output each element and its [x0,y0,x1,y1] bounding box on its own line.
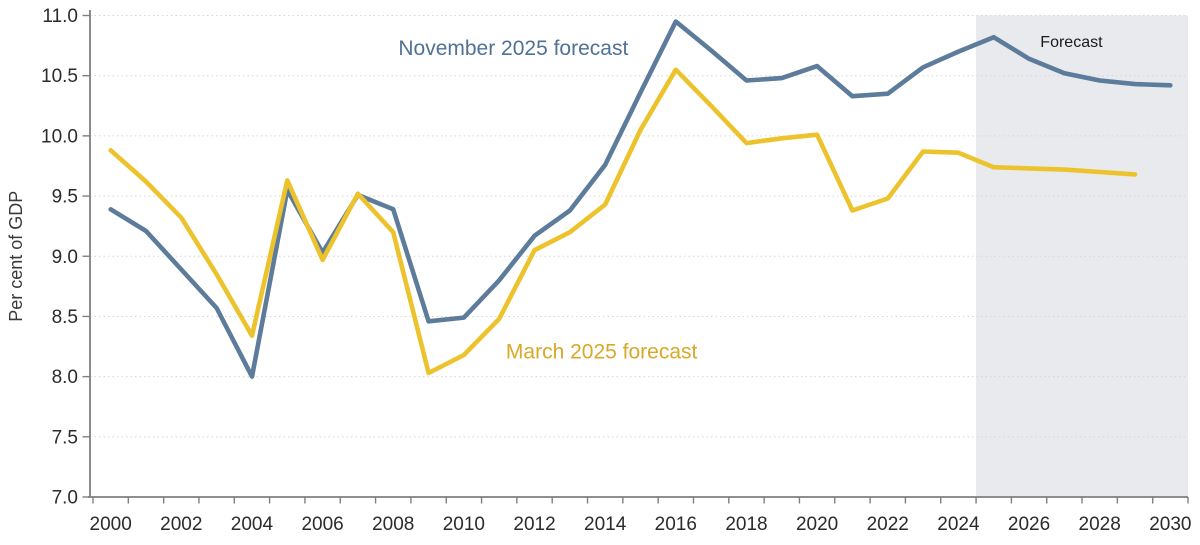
y-axis: 7.0 7.5 8.0 8.5 9.0 9.5 10.0 10.5 11.0 Per cent o… [6,6,90,509]
x-tick-label: 2014 [584,514,627,535]
y-tick-label: 7.5 [52,427,78,448]
y-tick-label: 7.0 [52,488,78,509]
y-tick-label: 9.5 [52,187,78,208]
x-tick-label: 2004 [231,514,274,535]
gridlines [90,15,1188,438]
x-tick-label: 2026 [1008,514,1050,535]
x-tick-label: 2030 [1149,514,1191,535]
x-tick-label: 2008 [372,514,414,535]
x-tick-label: 2018 [725,514,767,535]
x-tick-label: 2002 [160,514,202,535]
x-tick-label: 2022 [867,514,909,535]
x-tick-label: 2000 [90,514,132,535]
forecast-region-label: Forecast [1040,34,1103,51]
y-tick-label: 8.5 [52,307,78,328]
x-tick-label: 2028 [1079,514,1121,535]
x-tick-label: 2010 [443,514,485,535]
y-tick-label: 10.0 [41,126,78,147]
y-tick-label: 11.0 [42,6,78,27]
axes [88,10,1188,498]
x-tick-label: 2020 [796,514,838,535]
series-line-march-2025-forecast [108,67,1138,376]
x-tick-label: 2016 [655,514,697,535]
x-tick-label: 2024 [937,514,980,535]
x-tick-label: 2006 [301,514,343,535]
x-tick-label: 2012 [513,514,555,535]
y-tick-label: 8.0 [52,367,78,388]
march-series-label: March 2025 forecast [506,341,698,364]
forecast-shaded-region [976,15,1188,497]
x-axis: 2000 2002 2004 2006 2008 2010 2012 2014 2016 2018… [90,497,1191,535]
y-tick-label: 9.0 [52,247,78,268]
november-series-label: November 2025 forecast [398,37,628,60]
y-tick-label: 10.5 [41,66,78,87]
y-axis-title: Per cent of GDP [6,191,26,322]
